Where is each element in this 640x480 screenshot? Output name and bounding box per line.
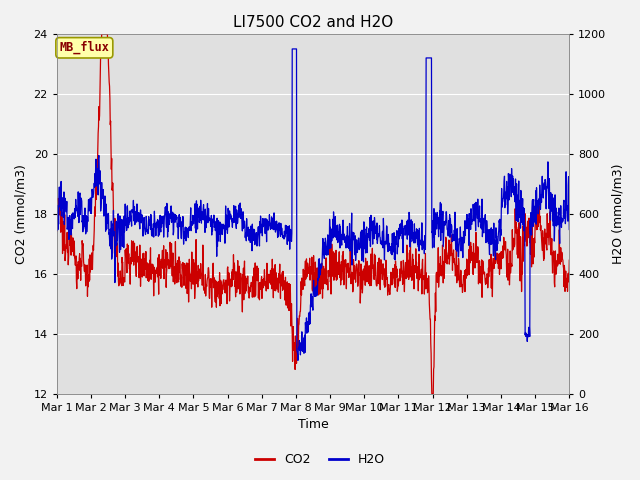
CO2 [167,255,175,261]
Text: MB_flux: MB_flux [60,41,109,54]
Title: LI7500 CO2 and H2O: LI7500 CO2 and H2O [233,15,393,30]
H2O [154,233,162,239]
Line: H2O: H2O [57,49,570,360]
CO2 [393,275,401,280]
CO2 [155,291,163,297]
CO2 [505,261,513,266]
H2O [167,204,175,210]
CO2 [53,228,61,234]
CO2 [460,274,468,279]
CO2 [428,391,436,396]
H2O [460,238,468,243]
Line: CO2: CO2 [57,34,570,394]
Y-axis label: H2O (mmol/m3): H2O (mmol/m3) [612,164,625,264]
H2O [393,228,401,233]
H2O [224,205,232,211]
CO2 [98,31,106,37]
H2O [505,197,513,203]
CO2 [566,257,573,263]
X-axis label: Time: Time [298,419,328,432]
Legend: CO2, H2O: CO2, H2O [250,448,390,471]
H2O [289,46,296,52]
Y-axis label: CO2 (mmol/m3): CO2 (mmol/m3) [15,164,28,264]
H2O [294,358,302,363]
H2O [53,225,61,230]
H2O [566,227,573,232]
CO2 [225,282,232,288]
